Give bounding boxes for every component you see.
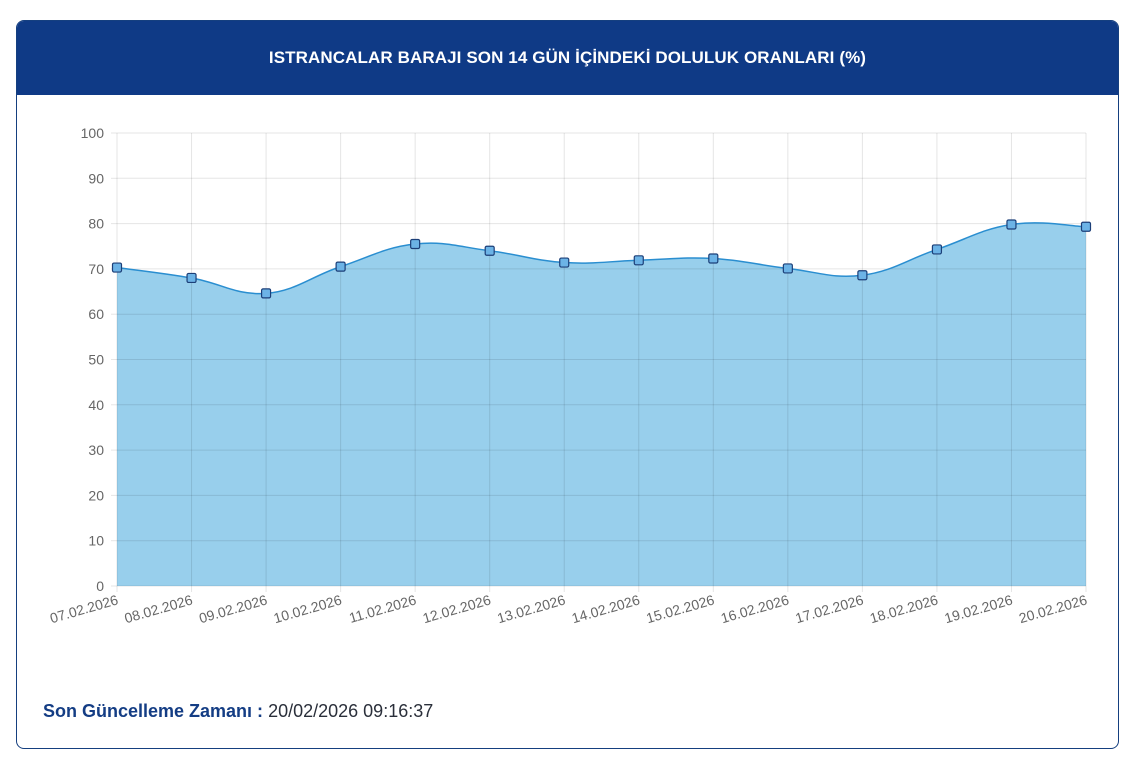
data-point-17.02.2026	[857, 270, 868, 281]
y-tick-label: 70	[88, 261, 104, 277]
reservoir-card: ISTRANCALAR BARAJI SON 14 GÜN İÇİNDEKİ D…	[16, 20, 1119, 749]
data-point-09.02.2026	[260, 288, 272, 299]
last-update-label: Son Güncelleme Zamanı :	[43, 701, 264, 721]
y-tick-label: 10	[88, 533, 104, 549]
data-point-08.02.2026	[186, 272, 197, 284]
x-tick-label: 09.02.2026	[197, 591, 269, 626]
data-point-16.02.2026	[782, 263, 793, 274]
data-point-15.02.2026	[708, 253, 719, 264]
x-tick-label: 19.02.2026	[943, 591, 1015, 626]
y-tick-label: 50	[88, 352, 104, 368]
data-point-13.02.2026	[559, 257, 570, 268]
y-tick-label: 100	[81, 125, 105, 141]
card-header: ISTRANCALAR BARAJI SON 14 GÜN İÇİNDEKİ D…	[17, 21, 1118, 95]
chart-area: 0 10 20 30 40 50 60 70 80 90 100 07.02.2026 08.02.20…	[17, 95, 1118, 675]
x-tick-label: 07.02.2026	[48, 591, 120, 626]
chart-title: ISTRANCALAR BARAJI SON 14 GÜN İÇİNDEKİ D…	[268, 48, 867, 67]
y-tick-label: 0	[96, 578, 104, 594]
x-tick-label: 17.02.2026	[793, 591, 865, 626]
last-update: Son Güncelleme Zamanı : 20/02/2026 09:16…	[43, 701, 433, 722]
data-point-11.02.2026	[410, 238, 421, 250]
x-tick-label: 14.02.2026	[570, 591, 642, 626]
x-tick-label: 15.02.2026	[644, 591, 716, 626]
y-tick-label: 40	[88, 397, 104, 413]
data-point-14.02.2026	[633, 255, 644, 266]
x-tick-label: 11.02.2026	[347, 591, 418, 625]
data-point-10.02.2026	[335, 261, 346, 272]
series-line	[116, 222, 1087, 295]
series-area	[117, 222, 1086, 586]
y-tick-label: 80	[88, 216, 104, 232]
y-tick-label: 20	[88, 487, 104, 503]
data-point-18.02.2026	[931, 244, 943, 255]
x-tick-label: 18.02.2026	[868, 591, 940, 626]
x-tick-label: 12.02.2026	[421, 591, 493, 626]
last-update-value: 20/02/2026 09:16:37	[268, 701, 434, 721]
data-point-20.02.2026	[1080, 221, 1092, 232]
y-tick-label: 60	[88, 306, 104, 322]
data-point-19.02.2026	[1006, 219, 1017, 230]
x-tick-label: 08.02.2026	[123, 591, 195, 626]
data-point-07.02.2026	[111, 262, 123, 273]
y-tick-label: 30	[88, 442, 104, 458]
data-point-12.02.2026	[484, 245, 495, 256]
y-tick-label: 90	[88, 170, 104, 186]
x-tick-label: 20.02.2026	[1017, 591, 1089, 626]
x-tick-label: 10.02.2026	[272, 591, 344, 626]
x-tick-label: 13.02.2026	[495, 591, 567, 626]
x-tick-label: 16.02.2026	[719, 591, 791, 626]
occupancy-area-chart: 0 10 20 30 40 50 60 70 80 90 100 07.02.2026 08.02.20…	[48, 125, 1092, 626]
